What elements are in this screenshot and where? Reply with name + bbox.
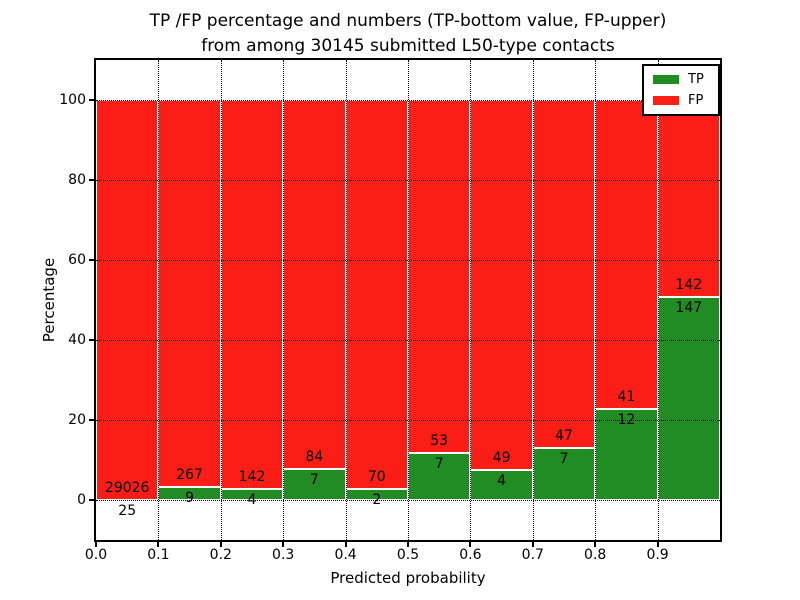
horizontal-gridline — [96, 180, 720, 181]
bar-count-fp: 41 — [617, 389, 636, 406]
x-tick-label: 0.6 — [459, 547, 482, 563]
fp-color-swatch — [653, 96, 679, 105]
bar-segment-tp-0.5-0.6 — [408, 453, 471, 500]
vertical-gridline — [283, 60, 285, 540]
horizontal-gridline — [96, 100, 720, 101]
x-tick-label: 0.5 — [396, 547, 420, 563]
x-tick-mark — [157, 542, 160, 547]
bar-segment-tp-0.8-0.9 — [595, 409, 658, 500]
x-tick-mark — [95, 542, 97, 547]
y-tick-label: 60 — [68, 252, 86, 268]
legend-label: FP — [688, 93, 704, 108]
y-tick-mark — [89, 99, 94, 101]
bar-segment-tp-0.3-0.4 — [283, 469, 346, 500]
bar-segment-fp-0.0-0.1 — [96, 100, 159, 500]
bar-count-fp: 53 — [430, 433, 449, 450]
y-tick-mark — [89, 259, 94, 261]
bar-count-fp: 84 — [305, 449, 324, 466]
y-tick-mark — [89, 339, 94, 341]
vertical-gridline — [408, 60, 409, 540]
x-tick-label: 0.4 — [334, 547, 357, 563]
plot-area: 29026 25 267 9 142 4 84 7 70 2 53 7 49 4 47 7 41 12 142 147 — [94, 58, 722, 542]
x-tick-mark — [469, 542, 472, 547]
x-tick-mark — [531, 542, 534, 547]
bar-count-fp: 142 — [675, 276, 703, 293]
bar-segment-tp-0.6-0.7 — [470, 469, 533, 500]
bar-count-tp: 12 — [617, 412, 636, 429]
x-tick-label: 0.9 — [646, 547, 669, 563]
y-tick-label: 0 — [77, 492, 86, 508]
bar-count-tp: 2 — [372, 491, 382, 508]
horizontal-gridline — [96, 500, 720, 501]
x-tick-label: 0.3 — [272, 547, 295, 563]
bar-segment-tp-0.9-1.0 — [657, 296, 720, 500]
y-tick-label: 80 — [68, 172, 86, 188]
legend-label: TP — [688, 72, 704, 87]
x-tick-mark — [407, 542, 409, 547]
bar-segment-fp-0.6-0.7 — [470, 100, 533, 470]
vertical-gridline — [220, 60, 222, 540]
y-axis-label: Percentage — [40, 257, 58, 343]
x-tick-label: 0.0 — [84, 547, 108, 563]
horizontal-gridline — [96, 340, 720, 341]
legend: TP FP — [642, 64, 720, 116]
bar-segment-fp-0.4-0.5 — [345, 100, 408, 489]
legend-entry-tp: TP — [644, 69, 718, 90]
legend-entry-fp: FP — [644, 90, 718, 111]
vertical-gridline — [158, 60, 160, 540]
x-tick-mark — [656, 542, 659, 547]
bar-segment-fp-0.8-0.9 — [595, 100, 658, 410]
x-tick-label: 0.1 — [147, 547, 170, 563]
y-tick-mark — [89, 179, 94, 181]
vertical-gridline — [345, 60, 347, 540]
bar-count-tp: 7 — [559, 451, 569, 468]
bar-count-fp: 49 — [492, 449, 511, 466]
vertical-gridline — [532, 60, 534, 540]
vertical-gridline — [470, 60, 472, 540]
vertical-gridline — [657, 60, 659, 540]
x-tick-label: 0.8 — [584, 547, 607, 563]
bar-count-fp: 29026 — [104, 479, 150, 496]
bar-segment-fp-0.1-0.2 — [158, 100, 221, 487]
chart-title: TP /FP percentage and numbers (TP-bottom… — [149, 11, 667, 56]
x-tick-mark — [344, 542, 347, 547]
y-tick-mark — [89, 499, 94, 501]
horizontal-gridline — [96, 260, 720, 261]
vertical-gridline — [595, 60, 597, 540]
bar-count-tp: 147 — [675, 299, 703, 316]
bar-segment-tp-0.7-0.8 — [532, 448, 596, 500]
bar-count-tp: 4 — [497, 472, 507, 489]
y-tick-label: 40 — [68, 332, 86, 348]
bar-segment-fp-0.3-0.4 — [283, 100, 346, 470]
x-tick-mark — [282, 542, 285, 547]
bar-count-tp: 7 — [434, 456, 444, 473]
bar-count-fp: 142 — [238, 469, 266, 486]
bar-count-tp: 4 — [247, 492, 257, 509]
bar-count-tp: 7 — [309, 472, 319, 489]
bar-count-fp: 267 — [176, 466, 203, 483]
horizontal-gridline — [96, 420, 720, 421]
x-tick-mark — [219, 542, 222, 547]
bar-segment-fp-0.9-1.0 — [657, 100, 720, 297]
x-tick-label: 0.2 — [209, 547, 232, 563]
tp-color-swatch — [653, 75, 679, 84]
bar-segment-fp-0.7-0.8 — [532, 100, 596, 449]
bar-count-fp: 70 — [367, 468, 386, 485]
x-axis-label: Predicted probability — [330, 569, 486, 587]
bar-count-tp: 9 — [185, 489, 195, 506]
bar-count-fp: 47 — [555, 428, 573, 445]
x-tick-label: 0.7 — [521, 547, 544, 563]
bar-segment-fp-0.2-0.3 — [220, 100, 284, 490]
bar-count-tp: 25 — [118, 502, 137, 519]
x-tick-mark — [594, 542, 597, 547]
y-tick-label: 20 — [68, 412, 86, 428]
bar-segment-fp-0.5-0.6 — [408, 100, 471, 454]
y-tick-mark — [89, 419, 94, 421]
y-tick-label: 100 — [59, 92, 86, 108]
